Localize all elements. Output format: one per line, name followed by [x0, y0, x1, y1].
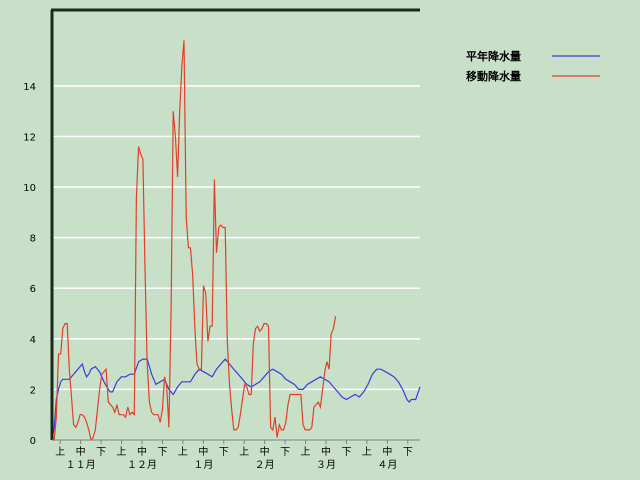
x-period-label: 下: [403, 447, 413, 458]
y-tick-label: 8: [30, 234, 36, 245]
series-line-2: [52, 40, 337, 442]
series-lines: [51, 40, 421, 442]
y-tick-label: 0: [30, 436, 36, 447]
legend-label-2: 移動降水量: [466, 69, 521, 83]
x-period-label: 下: [157, 447, 167, 458]
x-month-label: １２月: [127, 459, 157, 471]
y-tick-labels: 0 2 4 6 8 10 12 14: [23, 82, 36, 447]
x-period-label: 中: [260, 445, 270, 458]
axes: [50, 8, 420, 441]
x-month-label: １月: [193, 459, 213, 471]
x-period-label: 下: [341, 447, 351, 458]
x-period-label: 中: [76, 445, 86, 458]
x-period-label: 上: [178, 446, 188, 458]
x-period-label: 上: [117, 446, 127, 458]
x-period-label: 下: [280, 447, 290, 458]
x-month-label: ２月: [255, 459, 275, 471]
x-period-label: 下: [96, 447, 106, 458]
x-period-label: 中: [321, 445, 331, 458]
y-tick-label: 12: [23, 132, 36, 143]
x-month-label: ３月: [316, 459, 336, 471]
x-period-label: 上: [239, 446, 249, 458]
gridlines: [52, 85, 420, 391]
y-tick-label: 4: [30, 335, 36, 346]
x-month-label: １１月: [66, 459, 96, 471]
x-period-label: 中: [198, 445, 208, 458]
x-period-label: 中: [137, 445, 147, 458]
series-line-1: [51, 358, 421, 441]
x-period-label: 上: [362, 446, 372, 458]
y-tick-label: 6: [30, 284, 36, 295]
x-period-label: 上: [55, 446, 65, 458]
x-period-label: 下: [219, 447, 229, 458]
legend-label-1: 平年降水量: [466, 49, 521, 63]
x-period-label: 中: [382, 445, 392, 458]
y-tick-label: 2: [30, 385, 36, 396]
y-tick-label: 14: [23, 82, 36, 93]
x-tick-labels: 上中下上中下上中下上中下上中下上中下１１月 １２月 １月 ２月 ３月 ４月: [55, 440, 413, 471]
x-month-label: ４月: [377, 459, 397, 471]
y-tick-label: 10: [23, 183, 36, 194]
x-period-label: 上: [301, 446, 311, 458]
